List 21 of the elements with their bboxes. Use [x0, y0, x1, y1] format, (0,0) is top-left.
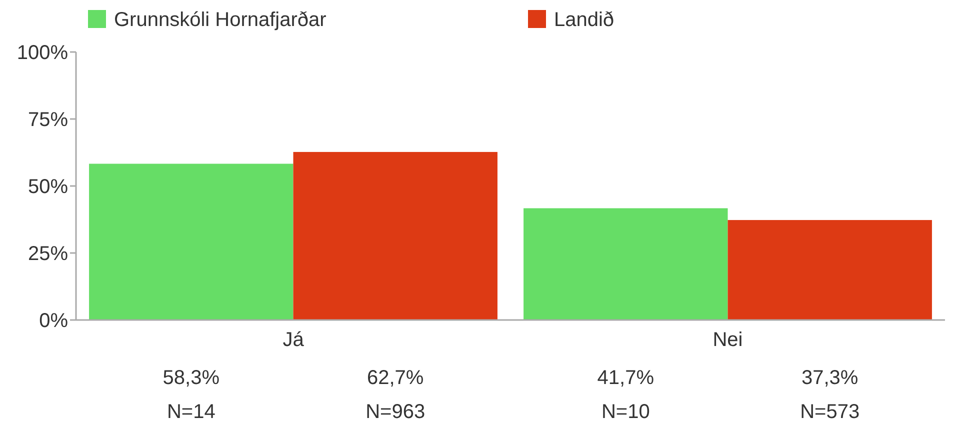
text: N=573 — [800, 401, 860, 423]
bar — [524, 208, 728, 320]
data-label: 62,7% — [367, 367, 424, 389]
bar — [728, 220, 932, 320]
y-tick-label: 50% — [28, 176, 68, 198]
x-tick-label: Nei — [712, 329, 743, 351]
legend-label: Landið — [554, 9, 614, 31]
data-label: 58,3% — [162, 367, 220, 389]
bar — [89, 164, 294, 320]
text: N=14 — [166, 401, 216, 423]
y-tick-label: 25% — [28, 243, 68, 265]
text: N=10 — [601, 401, 650, 423]
legend-label: Grunnskóli Hornafjarðar — [114, 9, 327, 31]
y-tick-label: 100% — [16, 42, 68, 64]
x-tick-label: Já — [282, 329, 305, 351]
text: N=963 — [366, 401, 426, 423]
data-label: 37,3% — [802, 367, 858, 389]
y-tick-label: 0% — [39, 310, 68, 332]
y-tick-label: 75% — [28, 109, 68, 131]
bar — [293, 152, 498, 320]
data-label: 41,7% — [597, 367, 654, 389]
